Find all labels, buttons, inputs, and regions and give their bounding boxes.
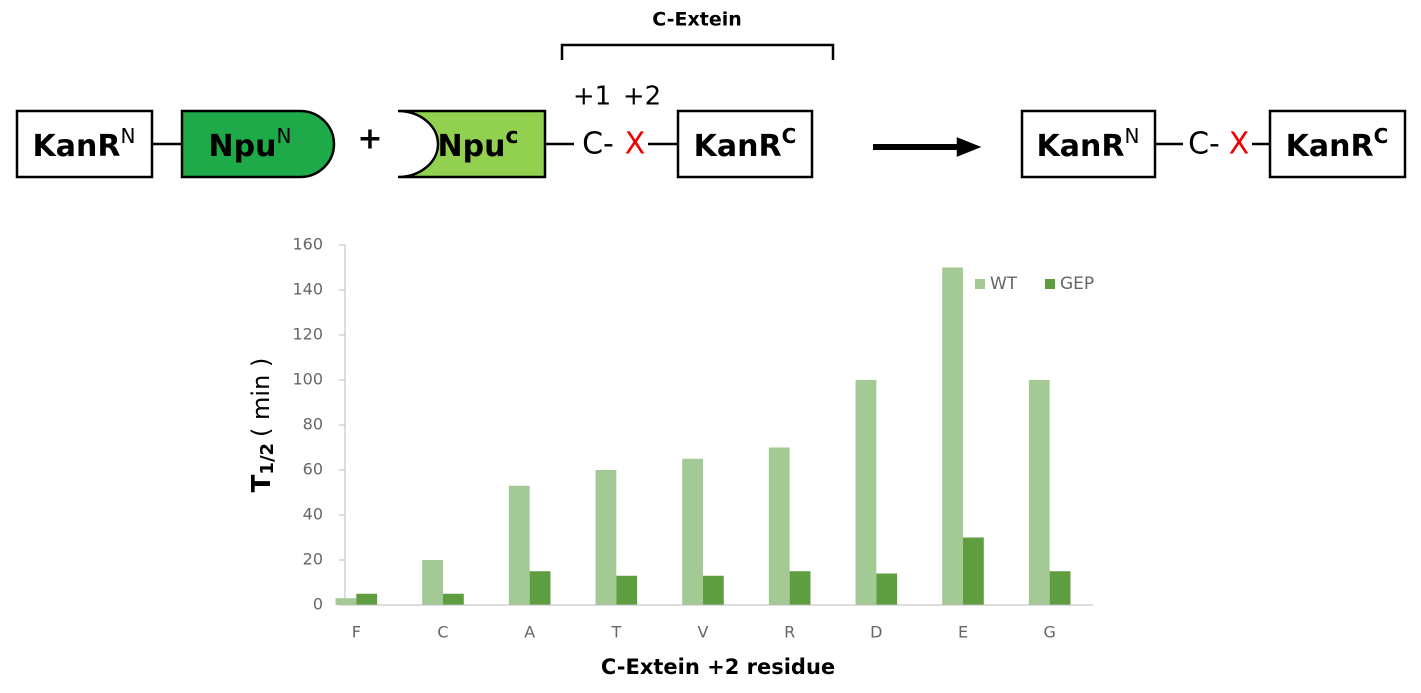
- bracket: [560, 43, 835, 60]
- label-main: KanR: [1037, 129, 1125, 164]
- legend-swatch: [1045, 279, 1055, 289]
- bar: [508, 485, 530, 605]
- bar: [422, 560, 443, 605]
- label-sup: C: [782, 124, 797, 148]
- y-tick-label: 100: [292, 370, 323, 389]
- y-tick-label: 40: [303, 505, 323, 524]
- x-tick-label: D: [870, 623, 882, 642]
- bar: [942, 267, 963, 605]
- y-tick-label: 140: [292, 280, 323, 299]
- bar: [963, 537, 984, 605]
- bar: [855, 380, 877, 605]
- label-main: KanR: [33, 129, 121, 164]
- legend-label: GEP: [1060, 274, 1094, 294]
- x-axis-title: C-Extein +2 residue: [601, 655, 835, 679]
- diagram-text: C-Extein +1 +2 KanRN NpuN + Npuc C- X Ka…: [33, 9, 1389, 164]
- y-tick-label: 20: [303, 550, 323, 569]
- x-tick-label: A: [524, 623, 535, 642]
- box: [676, 109, 814, 179]
- label-sup: C: [1374, 124, 1389, 148]
- label-main: Npu: [438, 129, 506, 164]
- label: KanRC: [694, 124, 797, 164]
- y-tick-label: 60: [303, 460, 323, 479]
- bar: [682, 458, 703, 605]
- y-tick-label: 80: [303, 415, 323, 434]
- x-tick-label: C: [437, 623, 448, 642]
- label-main: KanR: [1286, 129, 1374, 164]
- y-title-main: T: [247, 474, 277, 492]
- x-tick-label: E: [958, 623, 968, 642]
- box: [1268, 109, 1407, 179]
- x-tick-label: T: [610, 623, 621, 642]
- legend-label: WT: [990, 274, 1018, 294]
- plus: +: [357, 122, 382, 157]
- y-title-sub: 1/2: [257, 443, 278, 475]
- y-tick-label: 160: [292, 235, 323, 254]
- y-tick-label: 0: [313, 595, 323, 614]
- label: KanRN: [1037, 124, 1140, 164]
- label-sup: N: [276, 124, 291, 148]
- npu-n-shape: [180, 109, 336, 179]
- label-sup: N: [1124, 124, 1139, 148]
- bar: [356, 593, 378, 605]
- bar: [616, 575, 638, 605]
- cys: C-: [582, 127, 614, 162]
- diagram: [15, 43, 1407, 179]
- label-sup: N: [120, 124, 135, 148]
- bar: [768, 447, 790, 605]
- position: +1: [573, 82, 611, 112]
- position: +2: [623, 82, 661, 112]
- bar: [876, 573, 898, 605]
- label-main: Npu: [209, 129, 277, 164]
- x-tick-label: R: [784, 623, 795, 642]
- x: X: [625, 127, 646, 162]
- bar: [443, 593, 464, 605]
- cys: C-: [1188, 127, 1220, 162]
- bar: [595, 470, 617, 605]
- bar: [335, 598, 357, 605]
- x-tick-label: G: [1043, 623, 1055, 642]
- y-tick-label: 120: [292, 325, 323, 344]
- x-tick-label: F: [352, 623, 361, 642]
- bar: [529, 571, 551, 605]
- bar: [789, 571, 811, 605]
- y-axis-title: T1/2 ( min ): [247, 358, 279, 493]
- bar: [703, 575, 724, 605]
- label: KanRN: [33, 124, 136, 164]
- x: X: [1229, 127, 1250, 162]
- bar: [1049, 571, 1071, 605]
- bracket-label: C-Extein: [652, 9, 742, 31]
- label: KanRC: [1286, 124, 1389, 164]
- y-title-unit: ( min ): [247, 358, 275, 437]
- label: Npuc: [438, 124, 519, 164]
- legend-swatch: [975, 279, 985, 289]
- label-sup: c: [505, 124, 518, 149]
- bar: [1028, 380, 1050, 605]
- npu-c-shape: [397, 109, 547, 179]
- label-main: KanR: [694, 129, 782, 164]
- arrow-head: [956, 137, 982, 157]
- label: NpuN: [209, 124, 292, 164]
- x-tick-label: V: [698, 623, 709, 642]
